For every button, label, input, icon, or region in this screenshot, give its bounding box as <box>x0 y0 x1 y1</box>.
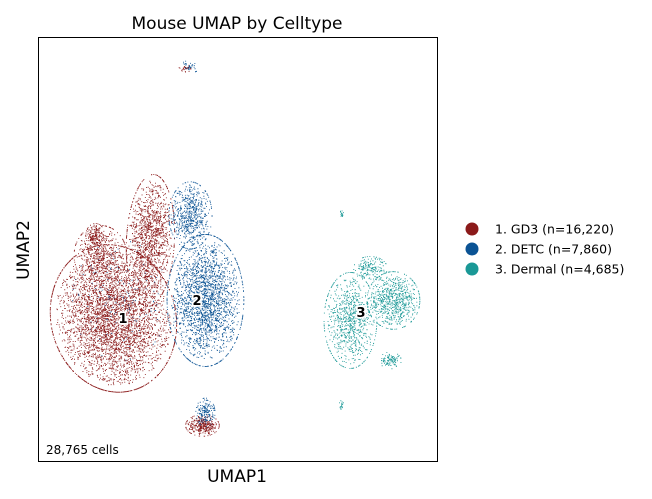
legend: 1. GD3 (n=16,220) 2. DETC (n=7,860) 3. Der… <box>465 222 624 277</box>
legend-marker-1 <box>465 222 479 236</box>
cluster-label-2: 2 <box>192 294 201 309</box>
chart-title: Mouse UMAP by Celltype <box>132 14 343 34</box>
scatter-points <box>49 60 421 437</box>
cluster-label-1: 1 <box>118 312 127 327</box>
y-axis-label: UMAP2 <box>14 220 34 280</box>
point-cloud-3 <box>323 210 421 410</box>
cluster-label-3: 3 <box>356 306 365 321</box>
cluster-labels: 1 2 3 <box>117 292 368 329</box>
legend-label-1: 1. GD3 (n=16,220) <box>495 222 614 237</box>
legend-marker-2 <box>465 242 479 256</box>
legend-marker-3 <box>465 262 479 276</box>
plot-area: 1 2 3 <box>38 37 438 462</box>
series-points-2 <box>72 60 245 428</box>
plot-frame <box>38 37 438 462</box>
point-cloud-1 <box>49 64 220 437</box>
legend-label-3: 3. Dermal (n=4,685) <box>495 262 624 277</box>
legend-label-2: 2. DETC (n=7,860) <box>495 242 612 257</box>
cell-count-annotation: 28,765 cells <box>46 443 119 457</box>
series-points-3 <box>323 210 421 410</box>
point-cloud-2 <box>72 60 245 428</box>
x-axis-label: UMAP1 <box>207 467 267 487</box>
series-points-1 <box>49 64 220 437</box>
